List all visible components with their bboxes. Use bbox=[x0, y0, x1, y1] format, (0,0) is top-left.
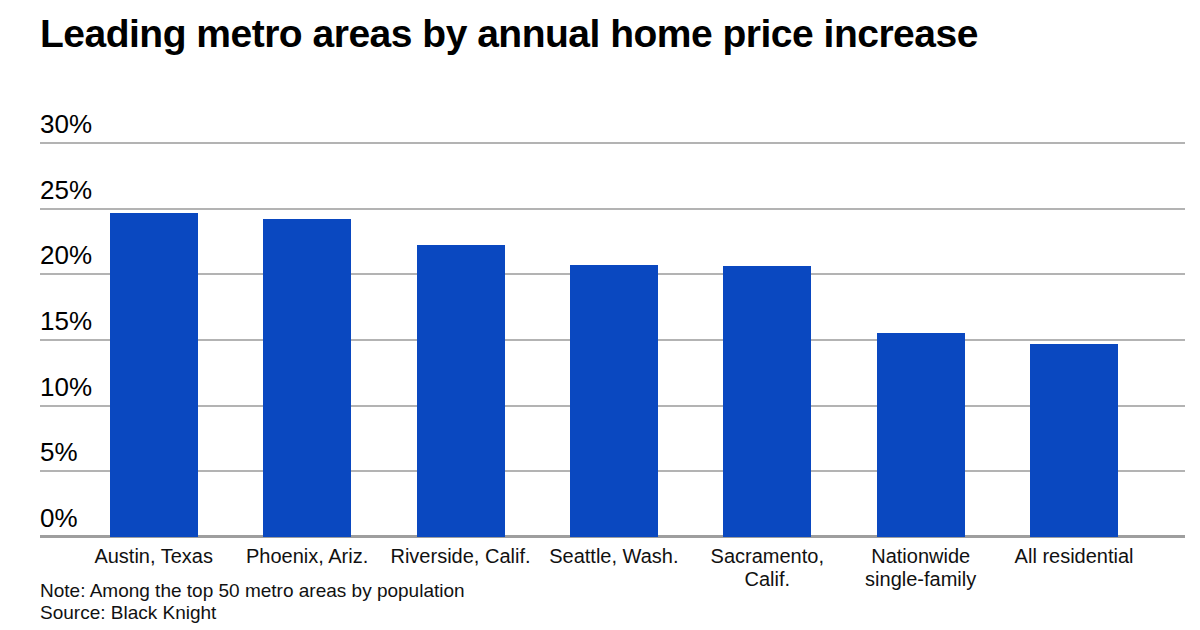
y-tick-label: 30% bbox=[40, 109, 92, 140]
chart-footnote: Note: Among the top 50 metro areas by po… bbox=[40, 580, 465, 624]
x-axis-label: Nationwide single-family bbox=[839, 545, 1003, 591]
x-axis-label: Phoenix, Ariz. bbox=[225, 545, 389, 568]
bar bbox=[110, 213, 198, 537]
gridline bbox=[40, 142, 1185, 144]
bar bbox=[570, 265, 658, 537]
source-text: Source: Black Knight bbox=[40, 602, 465, 624]
bar bbox=[723, 266, 811, 537]
y-tick-label: 15% bbox=[40, 306, 92, 337]
y-tick-label: 0% bbox=[40, 503, 78, 534]
x-axis-label: Seattle, Wash. bbox=[532, 545, 696, 568]
y-tick-label: 25% bbox=[40, 175, 92, 206]
bar bbox=[263, 219, 351, 537]
note-text: Note: Among the top 50 metro areas by po… bbox=[40, 580, 465, 602]
bar bbox=[417, 245, 505, 537]
y-tick-label: 10% bbox=[40, 372, 92, 403]
x-axis-label: Sacramento, Calif. bbox=[685, 545, 849, 591]
y-tick-label: 20% bbox=[40, 240, 92, 271]
x-axis-label: Austin, Texas bbox=[72, 545, 236, 568]
y-tick-label: 5% bbox=[40, 437, 78, 468]
chart-figure: Leading metro areas by annual home price… bbox=[0, 0, 1200, 630]
bar bbox=[1030, 344, 1118, 537]
chart-title: Leading metro areas by annual home price… bbox=[40, 12, 978, 56]
x-axis-label: Riverside, Calif. bbox=[379, 545, 543, 568]
bar bbox=[877, 333, 965, 537]
x-axis-label: All residential bbox=[992, 545, 1156, 568]
plot-area: 0%5%10%15%20%25%30%Austin, TexasPhoenix,… bbox=[40, 143, 1185, 537]
gridline bbox=[40, 208, 1185, 210]
